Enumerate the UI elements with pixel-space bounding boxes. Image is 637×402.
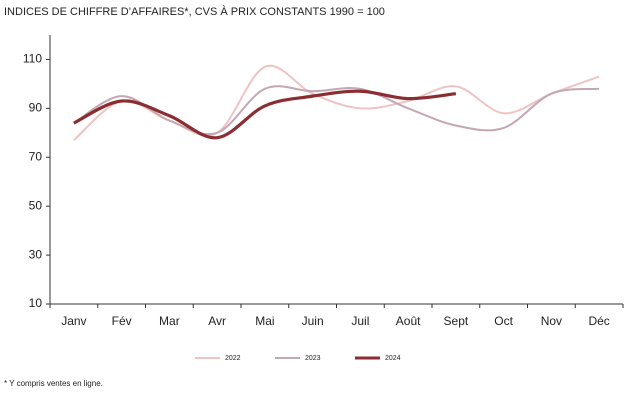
x-tick-label: Déc	[588, 314, 609, 328]
series-line	[73, 89, 457, 140]
y-tick-label: 110	[23, 52, 42, 66]
y-tick-label: 50	[29, 198, 43, 212]
footnote: * Y compris ventes en ligne.	[4, 379, 103, 388]
legend-label: 2024	[385, 355, 401, 362]
x-tick-label: Avr	[208, 314, 226, 328]
x-tick-label: Janv	[61, 314, 86, 328]
x-tick-label: Oct	[494, 314, 513, 328]
y-tick-label: 30	[29, 247, 43, 261]
x-tick-label: Mai	[255, 314, 274, 328]
series-line	[73, 85, 600, 136]
legend-label: 2023	[305, 355, 321, 362]
x-tick-label: Juil	[351, 314, 369, 328]
series-line	[73, 64, 600, 141]
x-tick-label: Sept	[444, 314, 469, 328]
x-tick-label: Août	[396, 314, 421, 328]
x-tick-label: Nov	[541, 314, 562, 328]
y-tick-label: 90	[29, 101, 43, 115]
x-tick-label: Mar	[159, 314, 180, 328]
chart-title: INDICES DE CHIFFRE D’AFFAIRES*, CVS À PR…	[4, 5, 385, 18]
x-tick-label: Fév	[112, 314, 132, 328]
x-tick-label: Juin	[302, 314, 324, 328]
y-tick-label: 70	[29, 149, 43, 163]
legend-label: 2022	[225, 355, 241, 362]
y-tick-label: 10	[29, 296, 43, 310]
